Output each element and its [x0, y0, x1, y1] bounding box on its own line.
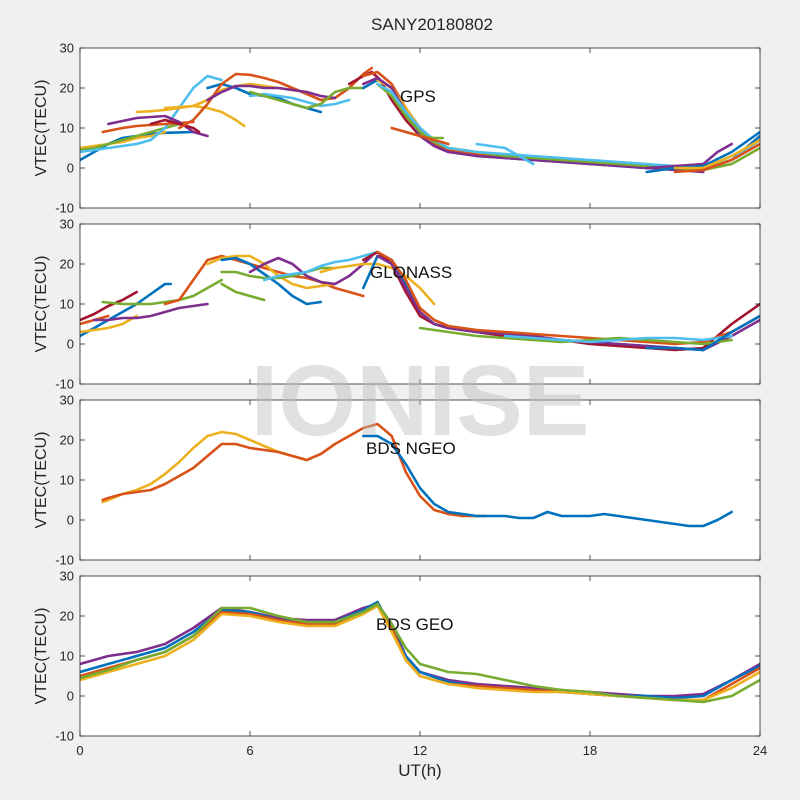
y-tick-label: -10	[55, 729, 74, 744]
series-group	[101, 422, 733, 528]
plot-area	[80, 576, 760, 736]
panel-label: GLONASS	[370, 263, 452, 282]
series-line-14	[248, 86, 365, 110]
y-axis-label: VTEC(TECU)	[33, 80, 50, 177]
panel-3: -10 0 10 20 30 VTEC(TECU) BDS NGEO	[33, 393, 761, 568]
plot-area	[80, 400, 760, 560]
series-line-2	[80, 314, 138, 334]
y-tick-label: -10	[55, 377, 74, 392]
y-tick-label: 0	[67, 689, 74, 704]
series-line-1	[80, 282, 172, 338]
series-group	[80, 600, 760, 704]
y-tick-label: 30	[60, 393, 74, 408]
y-axis-label: VTEC(TECU)	[33, 256, 50, 353]
panel-label: BDS NGEO	[366, 439, 456, 458]
y-tick-label: 10	[60, 649, 74, 664]
series-line-8	[206, 254, 337, 290]
panel-1: -10 0 10 20 30 VTEC(TECU) GPS	[33, 41, 761, 216]
watermark-text: IONISE	[251, 345, 590, 457]
series-line-5	[80, 602, 760, 704]
y-tick-label: 10	[60, 473, 74, 488]
y-tick-label: 20	[60, 81, 74, 96]
panel-2: -10 0 10 20 30 VTEC(TECU) GLONASS	[33, 217, 761, 392]
series-line-21	[645, 314, 760, 352]
series-line-11	[248, 254, 374, 286]
series-line-27	[673, 138, 760, 170]
series-line-5	[92, 302, 209, 322]
figure-title: SANY20180802	[371, 15, 493, 34]
series-line-3	[80, 290, 138, 322]
panel-label: GPS	[400, 87, 436, 106]
series-line-12	[220, 282, 266, 302]
y-tick-label: 10	[60, 297, 74, 312]
series-line-7	[163, 254, 365, 306]
y-tick-label: -10	[55, 553, 74, 568]
x-tick-label: 0	[76, 743, 83, 758]
y-tick-label: 0	[67, 513, 74, 528]
y-tick-label: 30	[60, 41, 74, 56]
y-tick-label: 20	[60, 257, 74, 272]
series-group	[80, 66, 760, 174]
y-tick-label: -10	[55, 201, 74, 216]
y-axis-label: VTEC(TECU)	[33, 432, 50, 529]
panel-label: BDS GEO	[376, 615, 453, 634]
series-line-3	[362, 434, 733, 528]
x-tick-label: 12	[413, 743, 427, 758]
series-line-28	[673, 142, 760, 174]
series-line-2	[80, 130, 167, 150]
series-line-25	[645, 142, 733, 170]
series-line-6	[107, 114, 209, 138]
series-line-24	[475, 142, 535, 166]
series-group	[80, 250, 760, 352]
series-line-12	[206, 84, 337, 102]
series-line-6	[101, 278, 223, 306]
x-tick-label: 6	[246, 743, 253, 758]
series-line-13	[248, 92, 351, 108]
x-tick-label: 24	[753, 743, 767, 758]
x-axis-label: UT(h)	[398, 761, 441, 780]
x-tick-label: 18	[583, 743, 597, 758]
y-tick-label: 30	[60, 217, 74, 232]
y-tick-label: 10	[60, 121, 74, 136]
y-tick-label: 0	[67, 337, 74, 352]
plot-area	[80, 224, 760, 384]
series-line-7	[149, 118, 201, 134]
y-tick-label: 20	[60, 609, 74, 624]
series-line-2	[80, 600, 760, 700]
y-tick-label: 0	[67, 161, 74, 176]
y-tick-label: 30	[60, 569, 74, 584]
series-line-2	[101, 422, 487, 518]
series-line-26	[645, 130, 760, 174]
series-line-14	[319, 262, 436, 306]
series-line-4	[80, 74, 223, 154]
y-tick-label: 20	[60, 433, 74, 448]
series-line-23	[390, 126, 450, 146]
series-line-20	[503, 334, 733, 344]
y-axis-label: VTEC(TECU)	[33, 608, 50, 705]
